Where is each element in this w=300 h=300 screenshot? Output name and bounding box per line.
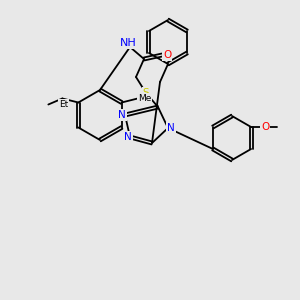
Text: Et: Et xyxy=(59,100,68,109)
Text: N: N xyxy=(124,132,132,142)
Text: Me: Me xyxy=(138,94,151,103)
Text: NH: NH xyxy=(120,38,136,48)
Text: N: N xyxy=(167,123,175,133)
Text: O: O xyxy=(163,50,171,60)
Text: O: O xyxy=(261,122,269,132)
Text: N: N xyxy=(118,110,126,120)
Text: S: S xyxy=(143,88,149,98)
